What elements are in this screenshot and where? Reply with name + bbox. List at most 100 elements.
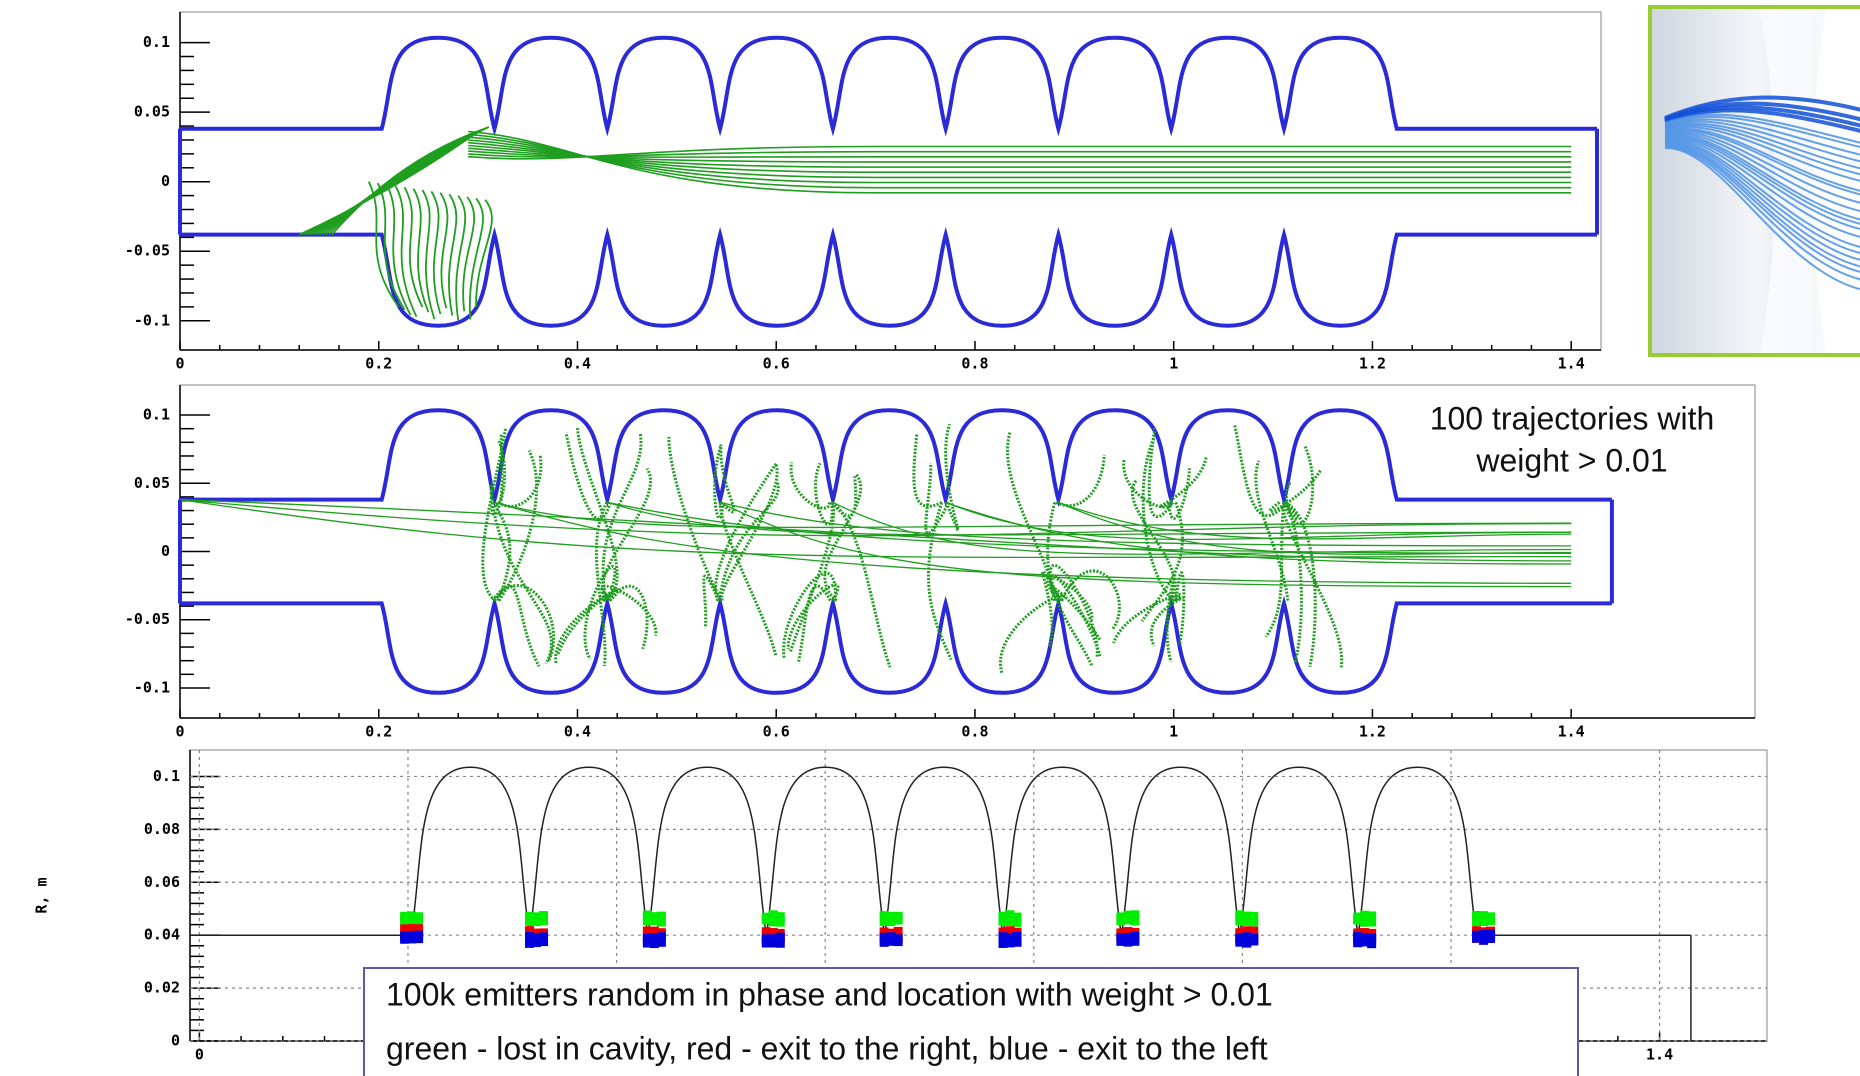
annotation: green - lost in cavity, red - exit to th… xyxy=(386,1030,1268,1066)
cavity-wall xyxy=(180,410,1612,499)
y-tick-label: 0.04 xyxy=(144,926,180,944)
x-tick-label: 0.6 xyxy=(763,723,790,741)
y-tick-label: 0 xyxy=(171,1032,180,1050)
emitter-marker xyxy=(894,937,903,946)
emitter-cluster xyxy=(643,932,666,948)
trajectory xyxy=(722,465,778,601)
y-tick-label: -0.05 xyxy=(125,242,170,260)
cavity-wall xyxy=(180,38,1597,129)
emitter-cluster xyxy=(400,911,423,924)
x-tick-label: 1.2 xyxy=(1359,723,1386,741)
emitter-marker xyxy=(894,916,903,925)
y-tick-label: 0.1 xyxy=(143,33,170,51)
trajectory xyxy=(1142,502,1182,621)
emitter-cluster xyxy=(643,911,666,927)
y-axis-label: R, m xyxy=(33,877,51,913)
y-tick-label: 0.1 xyxy=(153,767,180,785)
cavity-wall xyxy=(190,767,1691,935)
emitter-marker xyxy=(1130,917,1139,926)
trajectory xyxy=(440,193,447,308)
x-tick-label: 0 xyxy=(195,1046,204,1064)
trajectory xyxy=(449,194,456,315)
emitter-marker xyxy=(1130,937,1139,946)
emitter-marker xyxy=(1367,939,1376,948)
emitter-cluster xyxy=(1116,910,1139,925)
trajectory xyxy=(833,502,1571,554)
slide: -0.1 -0.05 0 0.05 0.1 0 0.2 0.4 0.6 0.8 1 1.2 1.4 -0.… xyxy=(0,0,1860,1076)
emitter-cluster xyxy=(1235,910,1258,926)
emitter-marker xyxy=(539,937,548,946)
emitter-cluster xyxy=(880,911,903,926)
x-tick-label: 0 xyxy=(175,723,184,741)
emitter-marker xyxy=(1486,934,1495,943)
plot: 00.020.040.060.080.100.20.40.60.811.21.4… xyxy=(33,750,1768,1076)
emitter-marker xyxy=(1249,936,1258,945)
annotation: 100 trajectories with xyxy=(1430,400,1715,436)
x-tick-label: 0.2 xyxy=(365,355,392,373)
emitter-cluster xyxy=(880,932,903,947)
trajectory xyxy=(326,128,487,235)
emitter-cluster xyxy=(1353,911,1376,927)
trajectory xyxy=(329,127,488,234)
trajectory xyxy=(914,434,942,506)
y-tick-label: 0.08 xyxy=(144,820,180,838)
x-tick-label: 0.2 xyxy=(365,723,392,741)
trajectory xyxy=(431,191,440,314)
trajectory xyxy=(180,500,1571,536)
emitter-marker xyxy=(1367,918,1376,927)
emitter-marker xyxy=(539,916,548,925)
y-tick-label: 0.02 xyxy=(144,979,180,997)
y-tick-label: 0.05 xyxy=(134,103,170,121)
trajectory xyxy=(396,186,417,317)
x-tick-label: 0.6 xyxy=(763,355,790,373)
emitter-cluster xyxy=(999,932,1022,948)
emitter-marker xyxy=(1013,938,1022,947)
emitter-marker xyxy=(1013,918,1022,927)
trajectory xyxy=(607,502,1571,534)
emitter-marker xyxy=(1486,916,1495,925)
x-tick-label: 1.2 xyxy=(1359,355,1386,373)
y-tick-label: -0.1 xyxy=(134,678,170,696)
y-tick-label: -0.05 xyxy=(125,610,170,628)
x-tick-label: 0.8 xyxy=(961,723,988,741)
emitter-marker xyxy=(657,938,666,947)
annotation: weight > 0.01 xyxy=(1475,442,1667,478)
y-tick-label: 0.1 xyxy=(143,406,170,424)
x-tick-label: 1.4 xyxy=(1558,723,1585,741)
trajectory xyxy=(1000,595,1063,673)
plot: -0.1-0.0500.050.100.20.40.60.811.21.4100… xyxy=(125,385,1755,741)
emitter-cluster xyxy=(1472,930,1495,945)
trajectory xyxy=(791,463,829,509)
emitter-cluster xyxy=(762,910,785,926)
x-tick-label: 0 xyxy=(175,355,184,373)
trajectory xyxy=(720,502,1571,586)
inset-image xyxy=(1650,7,1860,355)
x-tick-label: 1 xyxy=(1169,355,1178,373)
x-tick-label: 0.4 xyxy=(564,355,591,373)
trajectory xyxy=(1143,437,1173,601)
y-tick-label: 0.05 xyxy=(134,474,170,492)
plot: -0.1-0.0500.050.100.20.40.60.811.21.4 xyxy=(125,12,1601,373)
emitter-cluster xyxy=(400,931,423,944)
y-tick-label: -0.1 xyxy=(134,311,170,329)
emitter-marker xyxy=(657,918,666,927)
emitter-marker xyxy=(414,934,423,943)
emitter-cluster xyxy=(999,910,1022,927)
emitter-cluster xyxy=(1472,911,1495,926)
y-tick-label: 0.06 xyxy=(144,873,180,891)
emitter-cluster xyxy=(525,932,548,948)
cavity-wall xyxy=(180,603,1612,692)
y-tick-label: 0 xyxy=(161,542,170,560)
x-tick-label: 0.8 xyxy=(961,355,988,373)
emitter-cluster xyxy=(525,911,548,926)
annotation: 100k emitters random in phase and locati… xyxy=(386,976,1273,1012)
page: {"chart_data": [ {"type": "line", "xlim"… xyxy=(0,0,1860,1076)
emitter-marker xyxy=(776,939,785,948)
y-tick-label: 0 xyxy=(161,172,170,190)
trajectory xyxy=(603,434,641,601)
emitter-marker xyxy=(776,918,785,927)
x-tick-label: 1.4 xyxy=(1646,1046,1673,1064)
emitter-marker xyxy=(1249,917,1258,926)
emitter-cluster xyxy=(1116,932,1139,947)
emitter-cluster xyxy=(762,933,785,948)
